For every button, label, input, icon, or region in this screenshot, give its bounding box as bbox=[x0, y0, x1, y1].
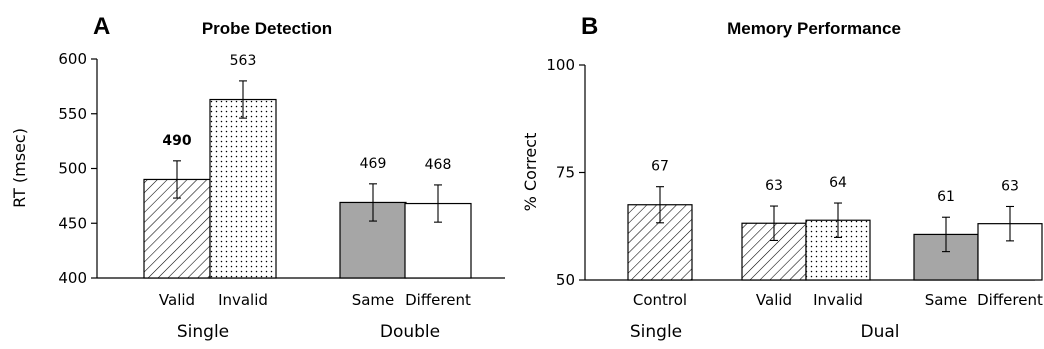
category-label: Invalid bbox=[218, 291, 268, 309]
panel-a-y-axis-label: RT (msec) bbox=[10, 128, 29, 208]
group-label-double: Double bbox=[380, 322, 440, 342]
y-tick-label: 500 bbox=[58, 160, 87, 178]
value-label: 468 bbox=[425, 157, 452, 173]
y-tick-label: 100 bbox=[546, 56, 575, 74]
panel-a: A Probe Detection RT (msec) 400 450 500 550… bbox=[10, 13, 505, 342]
category-label: Same bbox=[925, 291, 968, 309]
panel-letter-b: B bbox=[581, 13, 598, 40]
panel-a-group-labels: Single Double bbox=[177, 322, 440, 342]
panel-a-bars: 490 563 469 468 bbox=[143, 53, 472, 279]
panel-b: B Memory Performance % Correct 50 75 100 6… bbox=[521, 13, 1043, 342]
value-label: 63 bbox=[765, 178, 783, 194]
y-tick-label: 75 bbox=[556, 164, 575, 182]
panel-b-group-labels: Single Dual bbox=[630, 322, 900, 342]
panel-b-y-axis-label: % Correct bbox=[521, 133, 540, 212]
value-label: 63 bbox=[1001, 178, 1019, 194]
group-label-dual: Dual bbox=[860, 322, 899, 342]
category-label: Same bbox=[352, 291, 395, 309]
value-label: 61 bbox=[937, 189, 955, 205]
y-tick-label: 400 bbox=[58, 269, 87, 287]
group-label-single: Single bbox=[177, 322, 229, 342]
category-label: Valid bbox=[756, 291, 792, 309]
bar-different bbox=[404, 202, 472, 279]
y-tick-label: 600 bbox=[58, 50, 87, 68]
panel-letter-a: A bbox=[93, 13, 110, 40]
value-label: 563 bbox=[230, 53, 257, 69]
y-tick-label: 450 bbox=[58, 214, 87, 232]
y-tick-label: 550 bbox=[58, 105, 87, 123]
panel-b-title: Memory Performance bbox=[727, 19, 901, 38]
category-label: Control bbox=[633, 291, 687, 309]
value-label: 64 bbox=[829, 175, 847, 191]
category-label: Different bbox=[405, 291, 471, 309]
group-label-single: Single bbox=[630, 322, 682, 342]
value-label: 490 bbox=[162, 133, 191, 149]
value-label: 67 bbox=[651, 159, 669, 175]
category-label: Different bbox=[977, 291, 1043, 309]
y-tick-label: 50 bbox=[556, 271, 575, 289]
category-label: Valid bbox=[159, 291, 195, 309]
category-label: Invalid bbox=[813, 291, 863, 309]
panel-b-category-labels: Control Valid Invalid Same Different bbox=[633, 291, 1043, 309]
panel-a-title: Probe Detection bbox=[202, 19, 332, 38]
value-label: 469 bbox=[360, 156, 387, 172]
panel-a-category-labels: Valid Invalid Same Different bbox=[159, 291, 471, 309]
panel-b-bars: 67 63 64 61 63 bbox=[627, 159, 1043, 281]
bar-invalid bbox=[209, 98, 277, 279]
